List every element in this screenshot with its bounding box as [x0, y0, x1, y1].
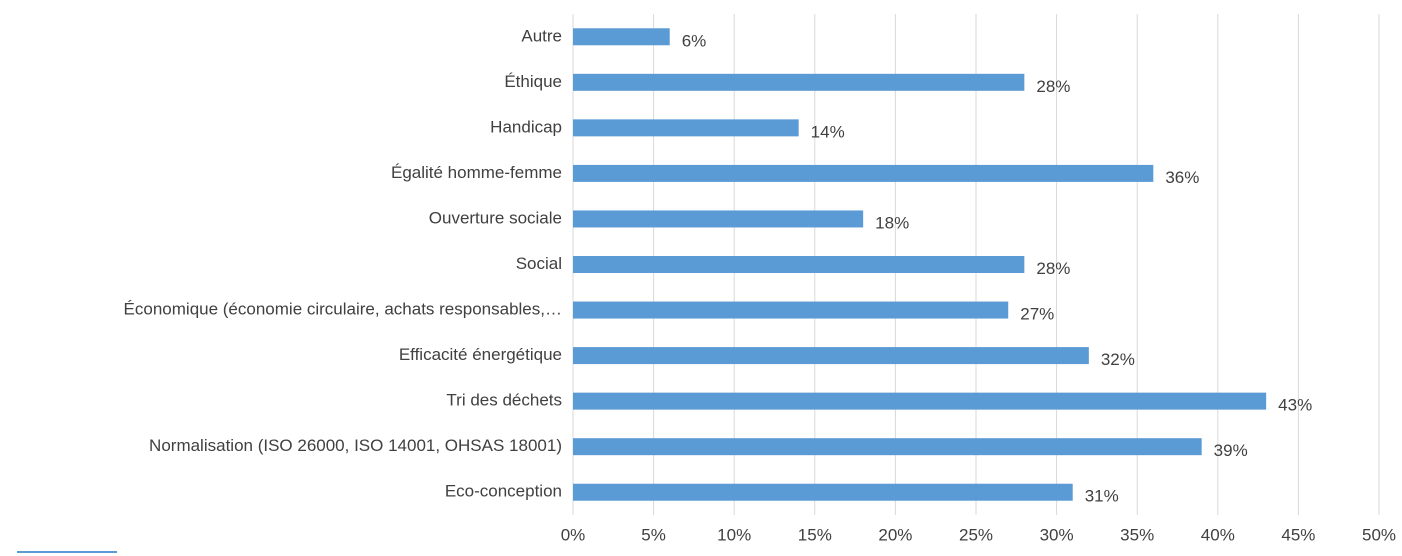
x-tick-label: 10% — [717, 525, 751, 544]
bar — [573, 28, 670, 46]
bar — [573, 392, 1267, 410]
bar — [573, 347, 1089, 365]
y-tick-label: Tri des déchets — [446, 391, 562, 410]
bar — [573, 210, 864, 228]
bar — [573, 119, 799, 137]
y-tick-label: Autre — [521, 26, 562, 45]
bar — [573, 483, 1073, 501]
data-label: 36% — [1165, 168, 1199, 187]
bar — [573, 301, 1009, 319]
x-tick-label: 15% — [798, 525, 832, 544]
data-label: 27% — [1020, 305, 1054, 324]
data-label: 18% — [875, 213, 909, 232]
y-tick-label: Ouverture sociale — [429, 208, 562, 227]
data-label: 28% — [1036, 259, 1070, 278]
bar — [573, 438, 1202, 456]
data-label: 39% — [1214, 441, 1248, 460]
x-tick-label: 25% — [959, 525, 993, 544]
data-label: 43% — [1278, 396, 1312, 415]
data-label: 31% — [1085, 487, 1119, 506]
y-tick-label: Eco-conception — [445, 482, 562, 501]
bar — [573, 73, 1025, 91]
y-tick-label: Efficacité énergétique — [399, 345, 562, 364]
data-label: 28% — [1036, 77, 1070, 96]
x-tick-label: 0% — [561, 525, 586, 544]
data-label: 14% — [811, 122, 845, 141]
bar — [573, 164, 1154, 182]
x-tick-label: 40% — [1201, 525, 1235, 544]
data-label: 6% — [682, 31, 707, 50]
data-label: 32% — [1101, 350, 1135, 369]
x-tick-label: 45% — [1281, 525, 1315, 544]
x-tick-label: 50% — [1362, 525, 1396, 544]
y-tick-label: Éthique — [504, 72, 562, 91]
x-tick-label: 35% — [1120, 525, 1154, 544]
y-tick-label: Économique (économie circulaire, achats … — [124, 300, 562, 319]
y-tick-label: Handicap — [490, 117, 562, 136]
y-tick-label: Égalité homme-femme — [391, 163, 562, 182]
y-tick-label: Social — [516, 254, 562, 273]
y-tick-label: Normalisation (ISO 26000, ISO 14001, OHS… — [149, 436, 562, 455]
bar — [573, 256, 1025, 273]
x-tick-label: 5% — [641, 525, 666, 544]
x-tick-label: 30% — [1040, 525, 1074, 544]
x-tick-label: 20% — [878, 525, 912, 544]
